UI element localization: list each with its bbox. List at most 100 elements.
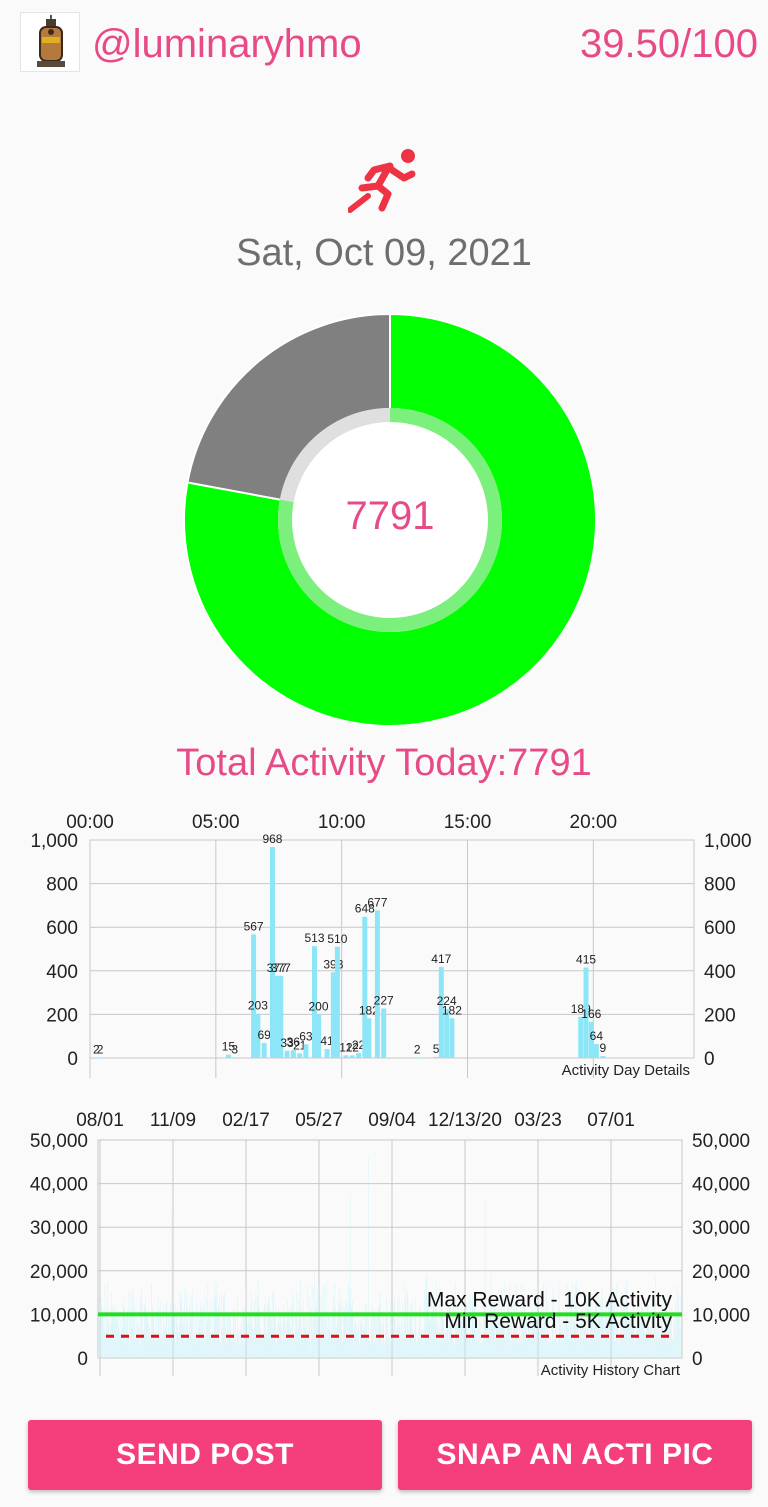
day-bar-label: 12 [339, 1040, 353, 1054]
history-bar [487, 1317, 488, 1358]
history-bar [598, 1311, 599, 1358]
history-bar [253, 1327, 255, 1358]
history-bar [294, 1338, 295, 1358]
history-bar [252, 1325, 253, 1358]
history-bar [661, 1329, 663, 1358]
day-bar-label: 227 [374, 994, 394, 1008]
history-bar [611, 1304, 613, 1358]
history-bar [619, 1332, 621, 1358]
day-bar [356, 1053, 362, 1058]
history-bar [188, 1329, 190, 1358]
history-bar [614, 1319, 616, 1358]
history-bar [266, 1334, 268, 1358]
history-bar [98, 1298, 100, 1358]
history-bar [607, 1320, 609, 1358]
history-bar [133, 1333, 134, 1358]
history-bar [409, 1318, 411, 1358]
history-bar [196, 1300, 198, 1358]
history-bar [460, 1298, 462, 1358]
history-bar [560, 1319, 562, 1358]
history-bar [104, 1285, 106, 1358]
history-bar [306, 1321, 307, 1358]
history-bar [187, 1308, 188, 1358]
snap-acti-pic-button[interactable]: SNAP AN ACTI PIC [398, 1420, 752, 1490]
history-bar [508, 1283, 510, 1358]
history-bar [157, 1296, 159, 1358]
history-bar [616, 1284, 617, 1358]
history-bar [425, 1325, 426, 1358]
history-bar [132, 1289, 133, 1358]
day-bar-label: 22 [352, 1038, 366, 1052]
day-bar-label: 200 [308, 999, 328, 1013]
history-bar [620, 1296, 622, 1358]
history-bar [435, 1308, 436, 1358]
history-bar [371, 1318, 372, 1358]
history-bar [605, 1299, 606, 1358]
history-bar [552, 1307, 553, 1358]
history-bar [373, 1317, 375, 1358]
donut-center-value: 7791 [345, 494, 435, 538]
day-bar-label: 513 [304, 931, 324, 945]
history-bar [553, 1342, 555, 1358]
history-bar [480, 1322, 482, 1358]
history-bar [257, 1297, 258, 1358]
history-bar [629, 1315, 631, 1358]
history-bar [452, 1300, 454, 1358]
day-bar [349, 1055, 355, 1058]
history-bar [451, 1318, 452, 1358]
history-bar [286, 1324, 287, 1358]
history-bar [576, 1281, 577, 1358]
history-bar [495, 1337, 496, 1358]
history-bar [407, 1293, 409, 1358]
history-bar [627, 1300, 628, 1358]
history-bar [135, 1340, 137, 1358]
history-bar [401, 1332, 403, 1358]
history-bar [113, 1305, 114, 1358]
history-bar [572, 1280, 574, 1358]
activity-date: Sat, Oct 09, 2021 [236, 232, 532, 274]
history-bar [225, 1327, 226, 1358]
min-reward-label: Min Reward - 5K Activity [444, 1310, 672, 1333]
history-bar [633, 1309, 635, 1358]
history-bar [466, 1306, 468, 1358]
history-bar [681, 1332, 682, 1358]
history-bar [538, 1335, 540, 1358]
history-bar [398, 1294, 400, 1358]
history-bar [506, 1333, 507, 1358]
history-bar [145, 1298, 147, 1358]
history-bar [168, 1337, 170, 1358]
history-bar [309, 1313, 311, 1358]
history-bar [250, 1305, 252, 1358]
send-post-button[interactable]: SEND POST [28, 1420, 382, 1490]
history-bar [203, 1341, 205, 1358]
history-bar [531, 1305, 533, 1358]
history-bar [392, 1323, 393, 1358]
history-bar [374, 1343, 376, 1358]
day-bar-label: 203 [248, 999, 268, 1013]
history-bar [519, 1337, 521, 1358]
history-bar [472, 1296, 474, 1358]
history-bar [289, 1329, 291, 1358]
history-bar [361, 1321, 363, 1358]
history-bar [262, 1335, 263, 1358]
history-y-tick-left: 0 [77, 1349, 88, 1370]
history-bar [621, 1291, 622, 1358]
history-bar [551, 1342, 552, 1358]
history-bar [317, 1290, 318, 1358]
history-bar [118, 1314, 120, 1358]
history-bar [178, 1332, 179, 1358]
history-bar [406, 1288, 408, 1358]
history-bar [140, 1296, 141, 1358]
history-bar [483, 1301, 485, 1358]
history-bar [249, 1324, 251, 1358]
history-bar [199, 1321, 201, 1358]
history-bar [410, 1305, 412, 1358]
day-bar [324, 1049, 330, 1058]
history-bar [493, 1295, 495, 1358]
avatar[interactable] [20, 12, 80, 72]
history-bar [449, 1308, 450, 1358]
history-bar [561, 1344, 563, 1358]
history-bar [362, 1329, 363, 1358]
history-bar [571, 1336, 573, 1358]
history-bar [114, 1308, 115, 1358]
